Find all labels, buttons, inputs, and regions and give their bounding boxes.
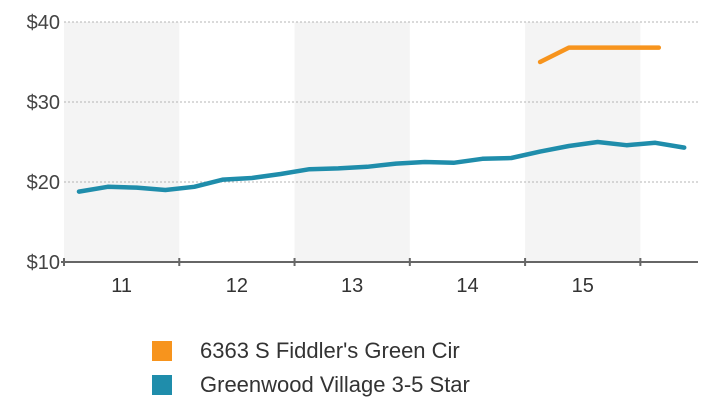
y-axis: $10 $20 $30 $40 <box>27 12 64 274</box>
y-tick-label: $20 <box>27 172 60 194</box>
x-tick-label: 11 <box>111 275 132 297</box>
x-tick-label: 12 <box>226 275 248 297</box>
legend-swatch-orange <box>152 341 172 361</box>
legend-label: Greenwood Village 3-5 Star <box>200 372 470 397</box>
y-tick-label: $30 <box>27 92 60 114</box>
legend-item-greenwood-village[interactable]: Greenwood Village 3-5 Star <box>152 368 470 398</box>
background-band <box>64 22 180 262</box>
x-tick-label: 15 <box>572 275 594 297</box>
x-axis: 11 12 13 14 15 <box>63 258 698 297</box>
legend: 6363 S Fiddler's Green Cir Greenwood Vil… <box>152 334 470 398</box>
series-line-1 <box>76 139 687 194</box>
legend-item-fiddlers-green[interactable]: 6363 S Fiddler's Green Cir <box>152 334 470 368</box>
series-line-0 <box>537 45 662 65</box>
x-tick-label: 14 <box>456 275 478 297</box>
y-tick-label: $10 <box>27 252 60 274</box>
y-tick-label: $40 <box>27 12 60 34</box>
series-lines <box>76 45 687 194</box>
gridlines <box>64 21 698 183</box>
x-tick-label: 13 <box>341 275 363 297</box>
legend-label: 6363 S Fiddler's Green Cir <box>200 338 460 363</box>
background-bands <box>64 22 641 262</box>
legend-swatch-teal <box>152 375 172 395</box>
background-band <box>294 22 410 262</box>
line-chart: $10 $20 $30 $40 11 12 13 14 15 <box>27 12 698 297</box>
